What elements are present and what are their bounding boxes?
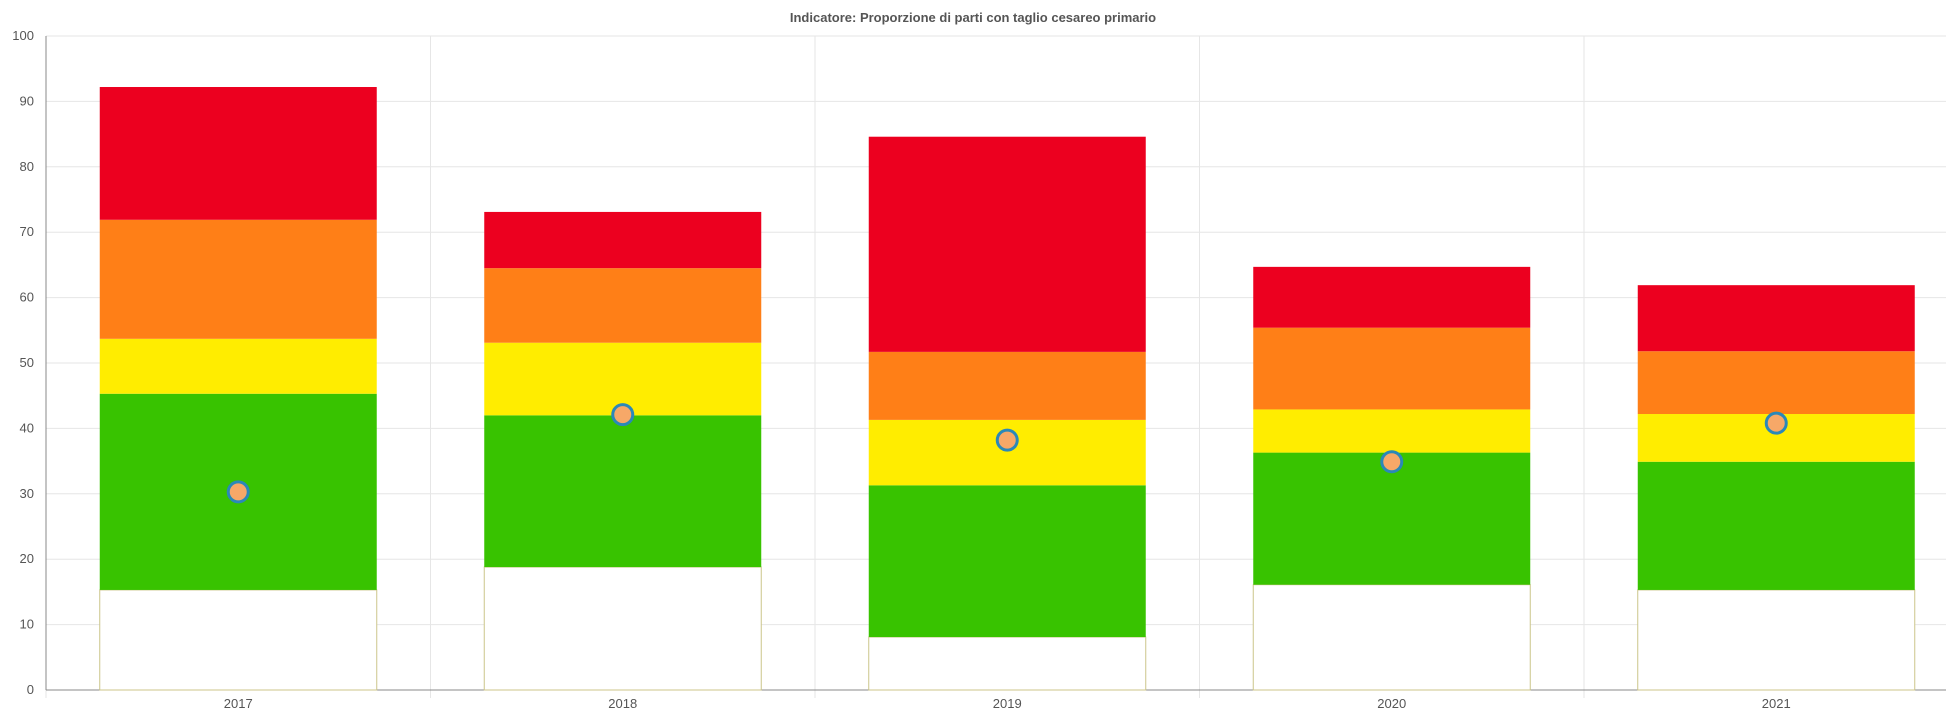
data-point [611, 403, 635, 427]
bar-segment [868, 485, 1146, 638]
bar-segment [1637, 285, 1915, 352]
x-tick-label: 2018 [608, 696, 637, 711]
bar-segment [99, 87, 377, 220]
bar-segment [484, 211, 762, 269]
data-point [1380, 450, 1404, 474]
bar-segment [99, 338, 377, 394]
y-tick-label: 50 [20, 355, 34, 370]
bar-segment [1637, 351, 1915, 415]
data-point [226, 480, 250, 504]
y-tick-label: 70 [20, 224, 34, 239]
bar-segment [484, 268, 762, 343]
y-tick-label: 90 [20, 93, 34, 108]
y-tick-label: 60 [20, 290, 34, 305]
x-tick-label: 2020 [1377, 696, 1406, 711]
x-tick-label: 2017 [224, 696, 253, 711]
y-tick-label: 80 [20, 159, 34, 174]
bar-segment [1252, 584, 1531, 691]
bar-segment [1253, 409, 1531, 453]
chart-title: Indicatore: Proporzione di parti con tag… [789, 10, 1157, 25]
bar-segment [868, 136, 1146, 352]
bar-segment [484, 415, 762, 568]
bar-segment [868, 636, 1147, 691]
bar-segment [483, 566, 762, 691]
bar-segment [1637, 589, 1916, 691]
bar-segment [868, 351, 1146, 420]
data-point [995, 428, 1019, 452]
bar-segment [1253, 266, 1531, 328]
y-tick-label: 100 [12, 28, 34, 43]
y-tick-label: 10 [20, 617, 34, 632]
x-tick-label: 2019 [993, 696, 1022, 711]
y-tick-label: 20 [20, 551, 34, 566]
bar-segment [99, 589, 378, 691]
y-tick-label: 0 [27, 682, 34, 697]
y-tick-label: 40 [20, 420, 34, 435]
y-tick-label: 30 [20, 486, 34, 501]
bar-segment [1637, 461, 1915, 590]
bar-segment [99, 219, 377, 339]
x-tick-label: 2021 [1762, 696, 1791, 711]
bar-segment [1253, 452, 1531, 585]
data-point [1764, 411, 1788, 435]
bar-segment [1253, 327, 1531, 410]
